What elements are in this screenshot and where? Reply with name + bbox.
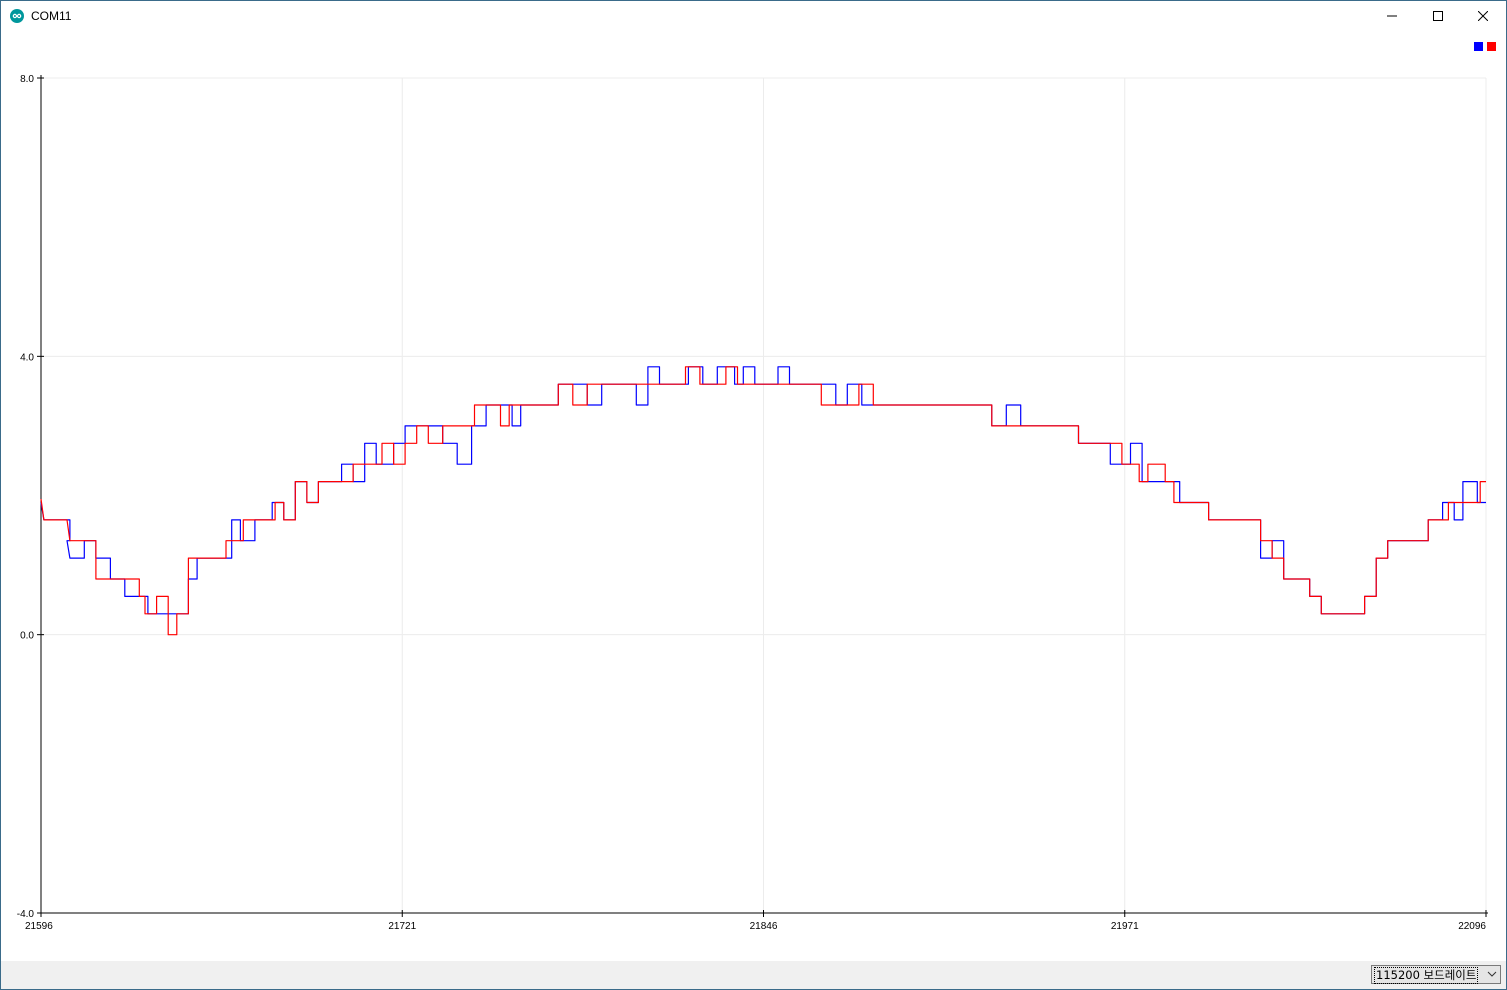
y-tick-label: 4.0	[20, 352, 34, 363]
y-tick-label: 8.0	[20, 74, 34, 85]
x-tick-label: 21596	[25, 921, 53, 932]
close-icon	[1478, 11, 1488, 21]
chevron-down-icon	[1487, 971, 1497, 977]
arduino-infinity-icon	[10, 9, 24, 23]
window-title: COM11	[31, 9, 72, 23]
minimize-icon	[1387, 15, 1397, 17]
y-tick-label: 0.0	[20, 631, 34, 642]
series-legend	[1474, 42, 1498, 52]
status-bar: 115200 보드레이트	[1, 961, 1506, 989]
minimize-button[interactable]	[1369, 1, 1415, 31]
title-bar[interactable]: COM11	[1, 1, 1506, 31]
close-button[interactable]	[1460, 1, 1506, 31]
maximize-icon	[1433, 11, 1443, 21]
x-tick-label: 21846	[750, 921, 778, 932]
maximize-button[interactable]	[1415, 1, 1461, 31]
x-tick-label: 21721	[388, 921, 416, 932]
baud-rate-select[interactable]: 115200 보드레이트	[1371, 965, 1501, 984]
baud-rate-value: 115200 보드레이트	[1374, 967, 1479, 984]
y-tick-label: -4.0	[17, 909, 35, 920]
x-tick-label: 21971	[1111, 921, 1139, 932]
legend-swatch-red	[1487, 42, 1496, 51]
x-tick-label: 22096	[1458, 921, 1486, 932]
series-line-red	[40, 366, 1486, 636]
legend-swatch-blue	[1474, 42, 1483, 51]
